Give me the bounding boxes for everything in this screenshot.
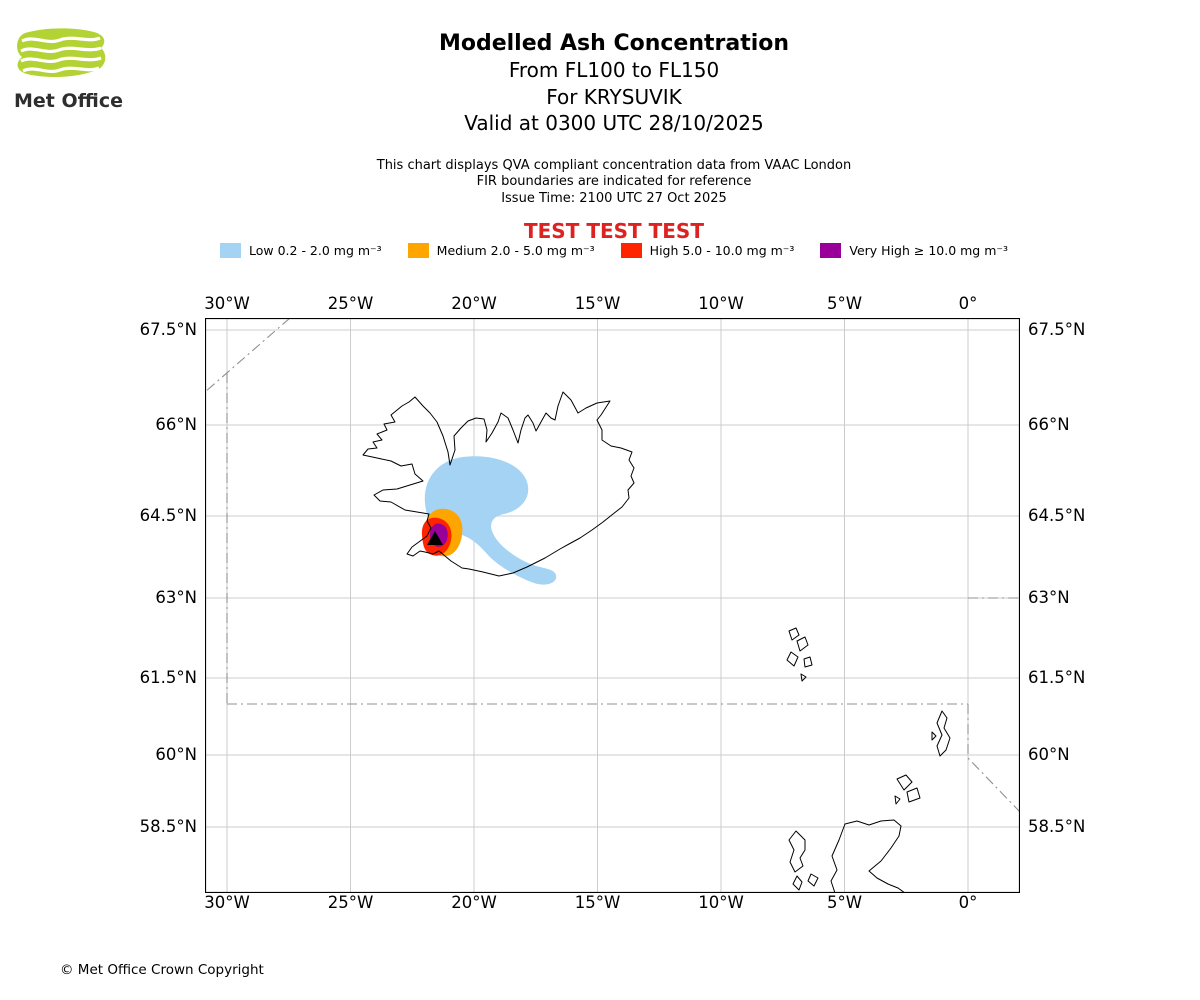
lat-tick-left: 67.5°N: [139, 320, 197, 339]
legend-item-very-high: Very High ≥ 10.0 mg m⁻³: [820, 243, 1008, 258]
lat-tick-left: 66°N: [155, 415, 197, 434]
lon-tick-top: 10°W: [698, 294, 744, 313]
legend-item-medium: Medium 2.0 - 5.0 mg m⁻³: [407, 243, 595, 258]
flight-level-subtitle: From FL100 to FL150: [508, 58, 720, 82]
volcano-subtitle: For KRYSUVIK: [546, 84, 682, 109]
lat-tick-left: 64.5°N: [139, 506, 197, 525]
legend-item-low: Low 0.2 - 2.0 mg m⁻³: [220, 243, 382, 258]
lat-tick-right: 60°N: [1028, 745, 1070, 764]
orkney-coastline: [894, 774, 921, 805]
lat-tick-right: 67.5°N: [1028, 320, 1086, 339]
lon-tick-top: 30°W: [204, 294, 250, 313]
logo-wave-icon: [20, 46, 102, 54]
hebrides-coastline: [788, 830, 819, 891]
note-issue-time: Issue Time: 2100 UTC 27 Oct 2025: [501, 190, 727, 206]
map: [204, 317, 1021, 894]
legend-swatch-high: [620, 243, 642, 258]
met-office-logo-text: Met Office: [14, 90, 123, 112]
logo-wave-icon: [22, 66, 100, 74]
lon-tick-top: 5°W: [826, 294, 863, 313]
lat-tick-right: 61.5°N: [1028, 668, 1086, 687]
lat-tick-right: 64.5°N: [1028, 506, 1086, 525]
legend-item-high: High 5.0 - 10.0 mg m⁻³: [620, 243, 795, 258]
chart-title: Modelled Ash Concentration: [438, 31, 790, 56]
lon-tick-bottom: 25°W: [327, 893, 374, 912]
lon-tick-bottom: 20°W: [451, 893, 497, 912]
note-qva: This chart displays QVA compliant concen…: [376, 157, 852, 173]
lat-tick-right: 58.5°N: [1028, 817, 1086, 836]
copyright: © Met Office Crown Copyright: [60, 962, 264, 978]
legend-label-medium: Medium 2.0 - 5.0 mg m⁻³: [436, 243, 595, 258]
logo-wave-icon: [21, 36, 101, 44]
lat-tick-left: 60°N: [155, 745, 197, 764]
note-fir: FIR boundaries are indicated for referen…: [476, 174, 752, 189]
legend-label-very-high: Very High ≥ 10.0 mg m⁻³: [849, 243, 1008, 258]
lon-tick-top: 0°: [958, 294, 978, 313]
logo-wave-icon: [20, 56, 102, 64]
grid: [205, 318, 1020, 893]
map-border: [204, 317, 1021, 894]
lon-tick-top: 15°W: [574, 294, 621, 313]
legend: Low 0.2 - 2.0 mg m⁻³ Medium 2.0 - 5.0 mg…: [14, 243, 1200, 258]
lat-tick-left: 61.5°N: [139, 668, 197, 687]
lat-tick-right: 66°N: [1028, 415, 1070, 434]
fir-boundary-nw-diagonal: [204, 317, 291, 393]
shetland-coastline: [931, 710, 951, 757]
lon-tick-bottom: 30°W: [204, 893, 250, 912]
met-office-logo-mark: [17, 28, 106, 77]
fir-boundary-0e: [967, 704, 1021, 813]
test-banner: TEST TEST TEST: [524, 219, 704, 243]
lon-tick-bottom: 10°W: [698, 893, 744, 912]
map-canvas: [204, 317, 1021, 894]
legend-swatch-low: [220, 243, 241, 258]
legend-swatch-medium: [407, 243, 429, 258]
legend-label-low: Low 0.2 - 2.0 mg m⁻³: [249, 243, 382, 258]
volcano-marker-icon: [427, 531, 443, 545]
fir-boundaries: [204, 317, 1021, 813]
lon-tick-bottom: 5°W: [826, 893, 863, 912]
coastlines: [362, 391, 951, 894]
lat-tick-left: 63°N: [155, 588, 197, 607]
met-office-logo: Met Office: [14, 26, 134, 112]
notes-block: This chart displays QVA compliant concen…: [14, 158, 1200, 208]
lon-tick-top: 20°W: [451, 294, 497, 313]
legend-label-high: High 5.0 - 10.0 mg m⁻³: [649, 243, 795, 258]
lon-tick-bottom: 0°: [958, 893, 978, 912]
scotland-coastline: [830, 819, 906, 894]
lon-tick-bottom: 15°W: [574, 893, 621, 912]
lat-tick-right: 63°N: [1028, 588, 1070, 607]
faroe-islands-coastline: [786, 627, 813, 682]
iceland-coastline: [362, 391, 635, 577]
lon-tick-top: 25°W: [327, 294, 374, 313]
header: Modelled Ash Concentration From FL100 to…: [14, 30, 1200, 244]
legend-swatch-very-high: [820, 243, 842, 258]
valid-time-subtitle: Valid at 0300 UTC 28/10/2025: [464, 111, 764, 135]
lat-tick-left: 58.5°N: [139, 817, 197, 836]
ash-area-low: [424, 456, 557, 585]
